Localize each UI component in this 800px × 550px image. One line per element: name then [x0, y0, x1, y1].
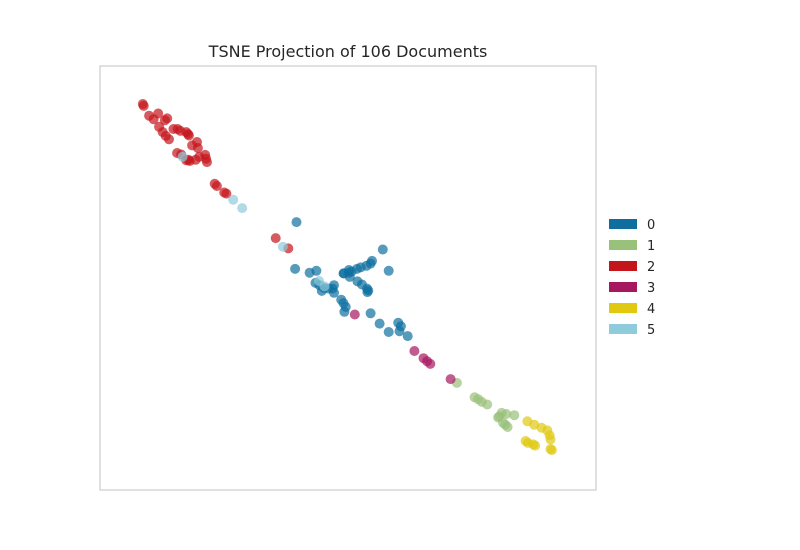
- scatter-point-cluster-0: [394, 326, 405, 337]
- scatter-point-cluster-5: [228, 194, 239, 205]
- scatter-point-cluster-0: [290, 263, 301, 274]
- scatter-point-cluster-5: [319, 281, 330, 292]
- scatter-point-cluster-0: [374, 318, 385, 329]
- scatter-point-cluster-0: [377, 244, 388, 255]
- points-layer: [137, 99, 557, 456]
- scatter-point-cluster-0: [311, 265, 322, 276]
- legend-swatch-4: [609, 303, 637, 313]
- scatter-point-cluster-0: [344, 271, 355, 282]
- scatter-point-cluster-0: [329, 287, 339, 298]
- scatter-point-cluster-2: [153, 108, 164, 119]
- legend-label-2: 2: [647, 260, 655, 275]
- scatter-point-cluster-2: [270, 233, 281, 244]
- scatter-point-cluster-2: [221, 188, 232, 199]
- legend-swatch-1: [609, 240, 637, 250]
- scatter-point-cluster-0: [367, 255, 377, 266]
- scatter-point-cluster-2: [192, 143, 203, 153]
- legend-label-3: 3: [647, 281, 655, 296]
- scatter-point-cluster-5: [177, 151, 188, 162]
- scatter-point-cluster-3: [349, 309, 360, 320]
- scatter-point-cluster-2: [209, 178, 220, 189]
- legend-label-4: 4: [647, 302, 655, 317]
- scatter-point-cluster-5: [277, 241, 288, 252]
- legend-swatch-0: [609, 219, 637, 229]
- scatter-point-cluster-0: [402, 331, 413, 342]
- scatter-point-cluster-3: [425, 358, 436, 369]
- scatter-point-cluster-0: [383, 327, 394, 337]
- scatter-point-cluster-0: [365, 308, 376, 319]
- scatter-point-cluster-2: [164, 134, 174, 145]
- legend-swatch-3: [609, 282, 637, 292]
- chart-title: TSNE Projection of 106 Documents: [208, 42, 488, 61]
- scatter-point-cluster-2: [202, 157, 212, 168]
- scatter-point-cluster-4: [522, 437, 533, 448]
- scatter-point-cluster-0: [340, 301, 351, 312]
- scatter-point-cluster-2: [138, 100, 149, 111]
- scatter-point-cluster-5: [237, 203, 248, 214]
- scatter-point-cluster-0: [362, 287, 373, 298]
- scatter-point-cluster-2: [183, 130, 194, 141]
- legend-label-0: 0: [647, 218, 655, 233]
- legend: 0 1 2 3 4 5: [609, 218, 655, 338]
- scatter-point-cluster-1: [482, 399, 493, 410]
- scatter-point-cluster-1: [502, 422, 513, 432]
- scatter-point-cluster-0: [329, 280, 339, 291]
- legend-label-5: 5: [647, 323, 655, 338]
- scatter-point-cluster-4: [546, 445, 557, 456]
- scatter-point-cluster-3: [445, 374, 456, 385]
- scatter-point-cluster-1: [509, 410, 520, 421]
- legend-swatch-2: [609, 261, 637, 271]
- scatter-point-cluster-0: [383, 265, 394, 276]
- scatter-point-cluster-2: [159, 115, 170, 126]
- scatter-point-cluster-0: [291, 217, 302, 228]
- scatter-point-cluster-4: [545, 434, 556, 445]
- scatter-point-cluster-3: [409, 346, 420, 356]
- legend-label-1: 1: [647, 239, 655, 254]
- legend-swatch-5: [609, 324, 637, 334]
